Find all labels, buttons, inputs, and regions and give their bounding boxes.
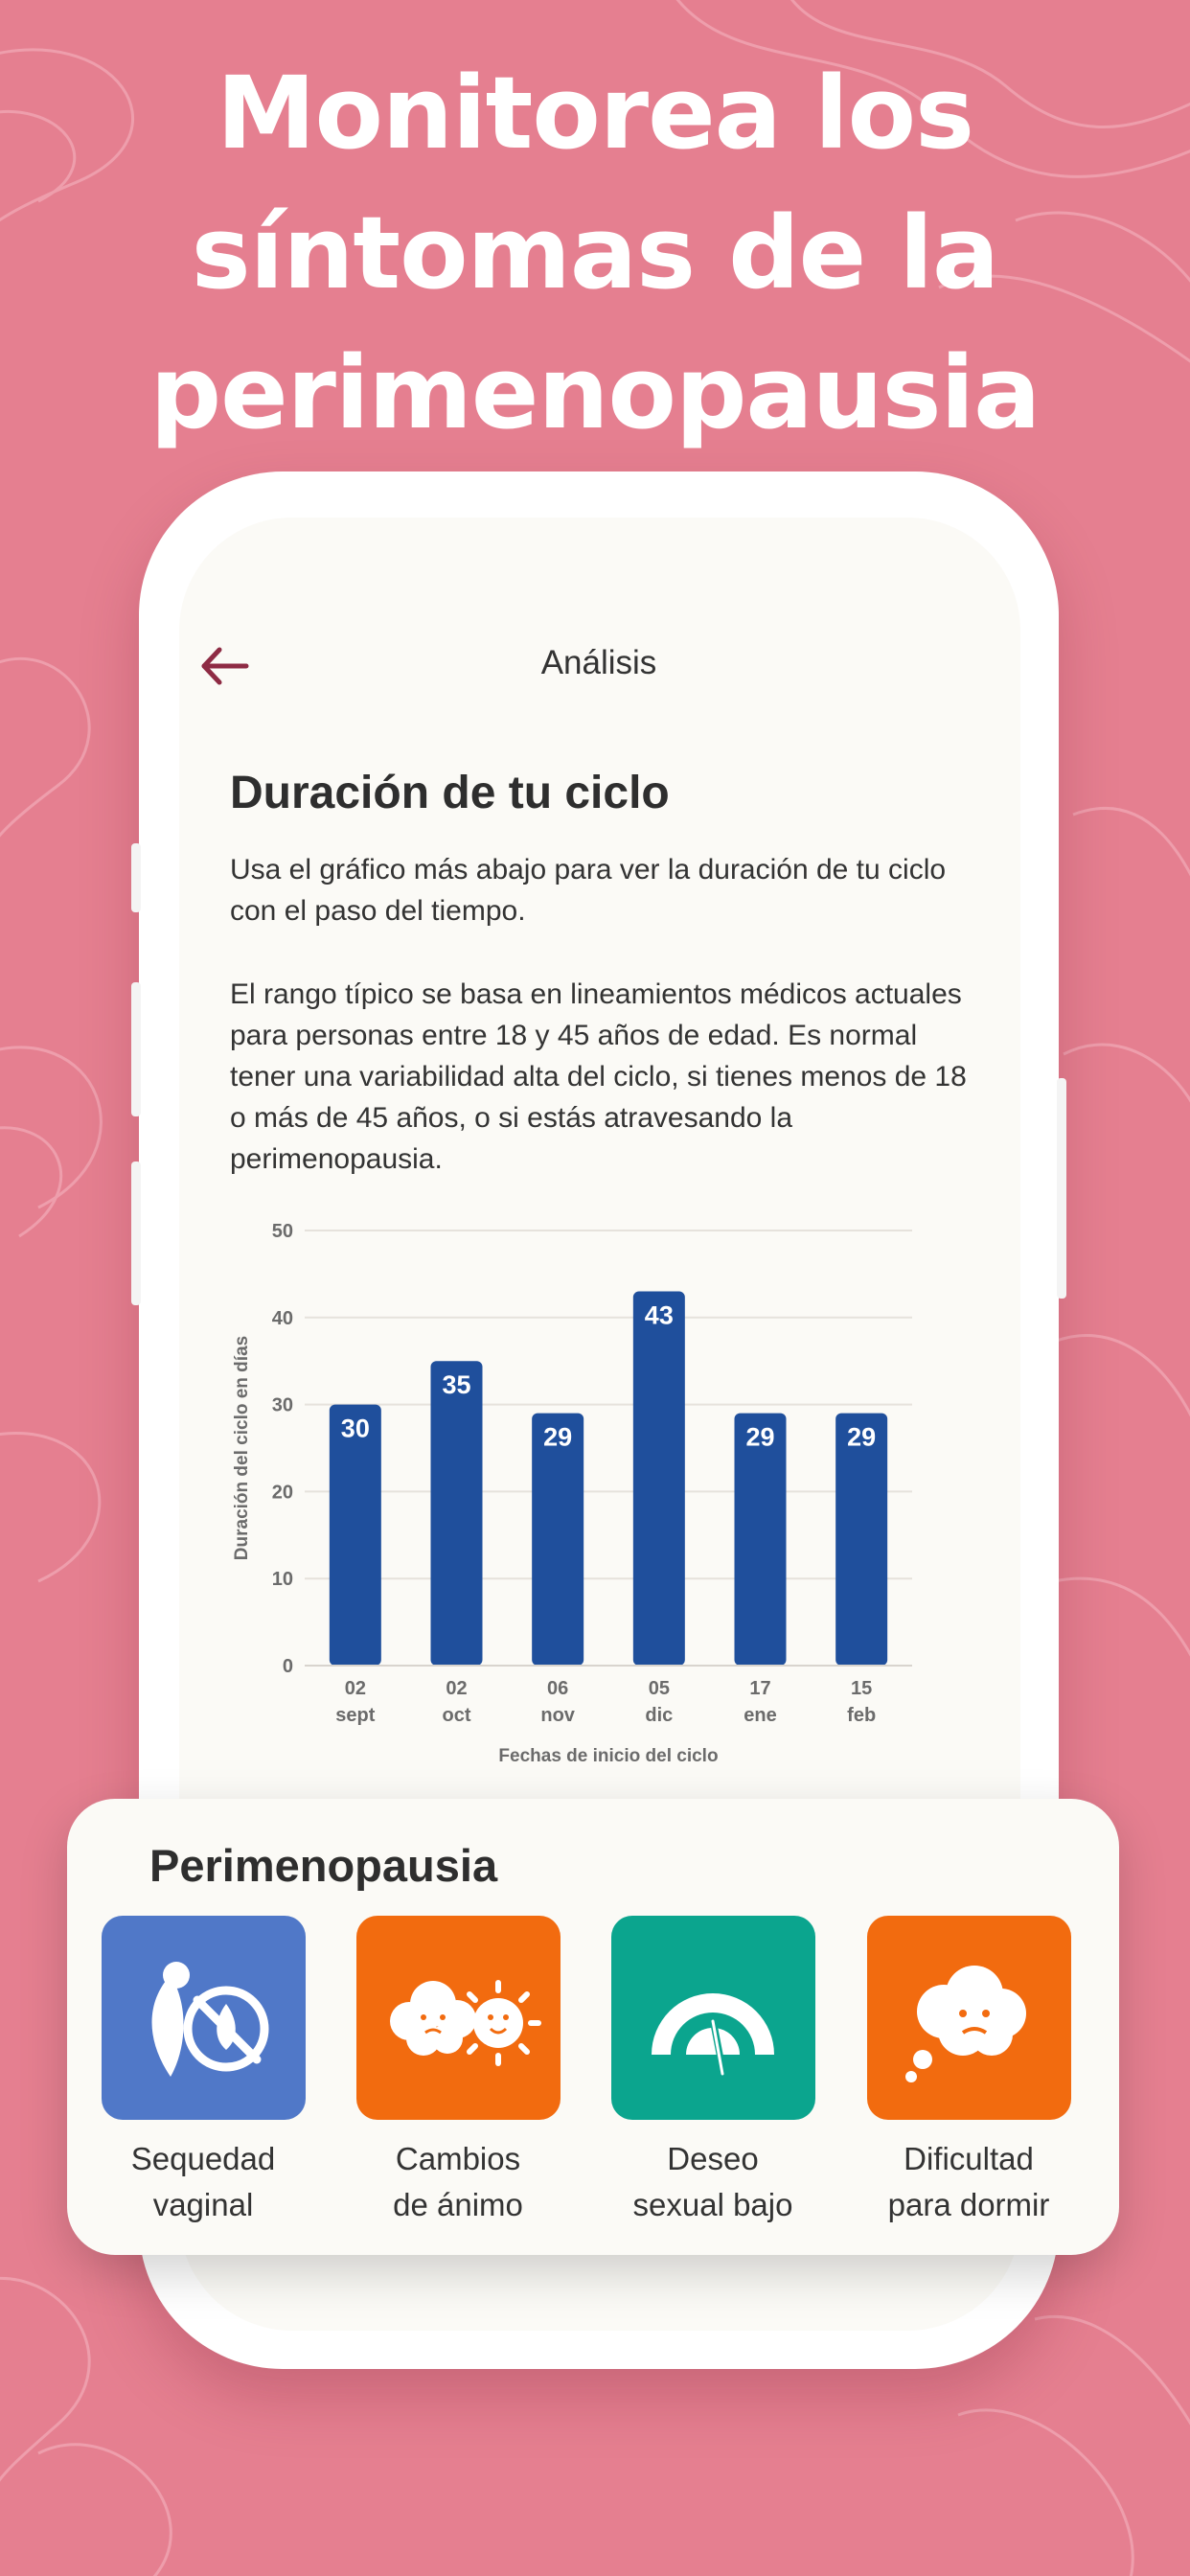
- phone-side-button: [131, 1162, 141, 1305]
- y-tick-label: 40: [272, 1308, 293, 1329]
- bar: [329, 1404, 381, 1666]
- x-tick-label: sept: [335, 1705, 375, 1726]
- x-tick-label: 02: [345, 1678, 366, 1699]
- bar: [532, 1413, 584, 1666]
- mood-swings-icon: [356, 1916, 561, 2120]
- x-tick-label: nov: [540, 1705, 575, 1726]
- bar-value-label: 29: [847, 1423, 876, 1452]
- symptom-label: Deseo sexual bajo: [632, 2141, 793, 2222]
- x-tick-label: 15: [851, 1678, 872, 1699]
- bar: [734, 1413, 787, 1666]
- headline-line-1: Monitorea los: [216, 55, 974, 172]
- x-tick-label: 02: [446, 1678, 467, 1699]
- card-title: Perimenopausia: [149, 1840, 498, 1891]
- bar: [835, 1413, 888, 1666]
- sleep-difficulty-icon: [867, 1916, 1071, 2120]
- headline: Monitorea los síntomas de la perimenopau…: [0, 43, 1190, 463]
- x-tick-label: dic: [645, 1705, 673, 1726]
- section-title: Duración de tu ciclo: [230, 768, 670, 818]
- symptom-tile-mood-swings[interactable]: [356, 1916, 561, 2120]
- arrow-left-icon[interactable]: [196, 642, 254, 690]
- symptom-label: Sequedad vaginal: [130, 2141, 276, 2222]
- dryness-icon: [102, 1916, 306, 2120]
- bar-value-label: 43: [645, 1301, 674, 1330]
- intro-text: Usa el gráfico más abajo para ver la dur…: [230, 854, 947, 927]
- bar: [430, 1361, 483, 1666]
- y-tick-label: 50: [272, 1221, 293, 1242]
- bar: [632, 1291, 685, 1666]
- x-tick-label: feb: [847, 1705, 876, 1726]
- symptom-label: Cambios de ánimo: [393, 2141, 523, 2222]
- x-tick-label: oct: [443, 1705, 471, 1726]
- y-axis-title: Duración del ciclo en días: [232, 1336, 252, 1560]
- headline-line-2: síntomas de la: [191, 195, 999, 311]
- cycle-length-chart: 0 10 20 30 40 50 30 02 sept 35 02 oct 29 06 nov 43 05 dic…: [232, 1221, 912, 1766]
- symptom-tile-sleep-difficulty[interactable]: [867, 1916, 1071, 2120]
- x-tick-label: 06: [547, 1678, 568, 1699]
- nav-title: Análisis: [540, 644, 657, 681]
- phone-side-button: [1057, 1078, 1066, 1299]
- bar-value-label: 29: [745, 1423, 774, 1452]
- bar-value-label: 30: [341, 1414, 370, 1443]
- y-tick-label: 20: [272, 1482, 293, 1503]
- perimenopause-card: Perimenopausia Sequedad vaginal: [67, 1799, 1119, 2255]
- symptom-label: Dificultad para dormir: [887, 2141, 1050, 2222]
- headline-line-3: perimenopausia: [149, 334, 1041, 451]
- y-tick-label: 0: [283, 1656, 293, 1677]
- phone-side-button: [131, 843, 141, 912]
- phone-side-button: [131, 982, 141, 1116]
- x-axis-title: Fechas de inicio del ciclo: [498, 1746, 718, 1766]
- x-tick-label: 17: [749, 1678, 770, 1699]
- y-tick-label: 30: [272, 1395, 293, 1416]
- bar-value-label: 29: [543, 1423, 572, 1452]
- x-tick-label: 05: [649, 1678, 670, 1699]
- bar-value-label: 35: [442, 1370, 470, 1399]
- x-tick-label: ene: [744, 1705, 776, 1726]
- symptom-tile-vaginal-dryness[interactable]: [102, 1916, 306, 2120]
- range-note-text: El rango típico se basa en lineamientos …: [230, 978, 967, 1175]
- low-libido-gauge-icon: [611, 1916, 815, 2120]
- y-tick-label: 10: [272, 1569, 293, 1590]
- symptom-tile-low-libido[interactable]: [611, 1916, 815, 2120]
